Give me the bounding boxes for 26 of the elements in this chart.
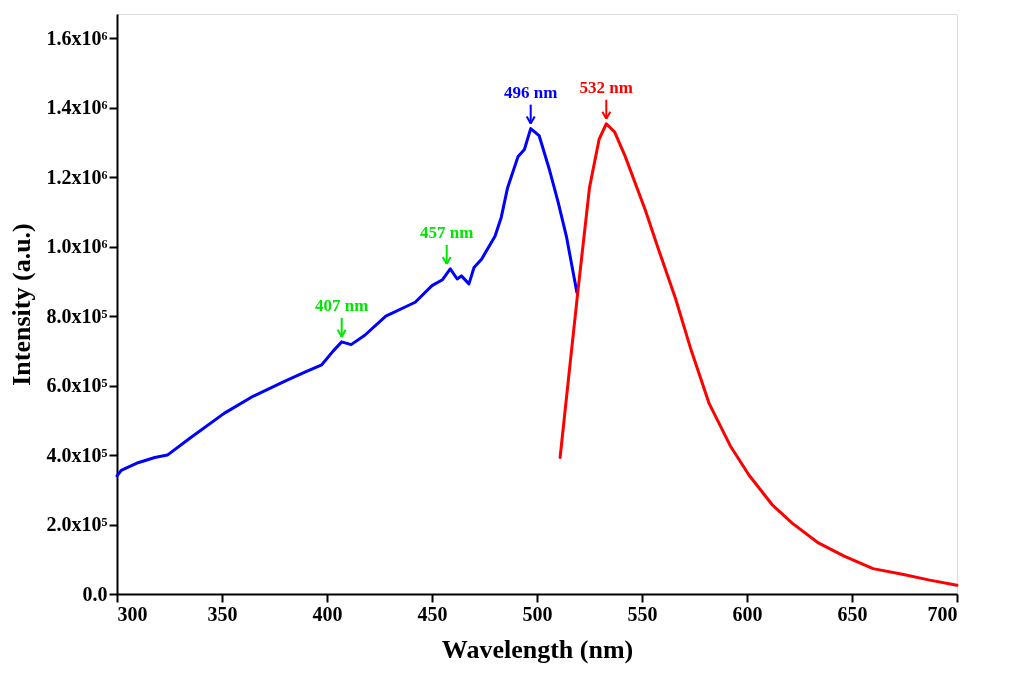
y-tick-label: 1.4x10⁶: [46, 96, 108, 119]
annotation: 407 nm: [315, 295, 369, 315]
x-tick-label: 550: [627, 602, 658, 625]
x-tick-label: 300: [117, 602, 148, 625]
y-tick-label: 1.0x10⁶: [46, 235, 108, 258]
y-tick-label: 8.0x10⁵: [46, 304, 108, 327]
y-tick-label: 6.0x10⁵: [46, 374, 108, 397]
x-tick-label: 650: [837, 602, 868, 625]
y-axis-title: Intensity (a.u.): [6, 223, 36, 386]
x-tick-label: 450: [417, 602, 448, 625]
y-tick-label: 1.2x10⁶: [46, 165, 108, 188]
y-tick-label: 1.6x10⁶: [46, 26, 108, 49]
y-tick-label: 0.0: [82, 582, 108, 605]
x-tick-label: 700: [927, 602, 958, 625]
annotation: 496 nm: [504, 82, 558, 102]
x-tick-label: 350: [207, 602, 238, 625]
annotation: 532 nm: [579, 77, 633, 97]
x-axis-title: Wavelength (nm): [441, 634, 634, 664]
y-tick-label: 2.0x10⁵: [46, 513, 108, 536]
x-tick-label: 400: [312, 602, 343, 625]
x-tick-label: 500: [522, 602, 553, 625]
annotation: 457 nm: [420, 222, 474, 242]
y-tick-label: 4.0x10⁵: [46, 443, 108, 466]
x-tick-label: 600: [732, 602, 763, 625]
line-series: [115, 127, 579, 478]
line-series: [558, 122, 959, 587]
